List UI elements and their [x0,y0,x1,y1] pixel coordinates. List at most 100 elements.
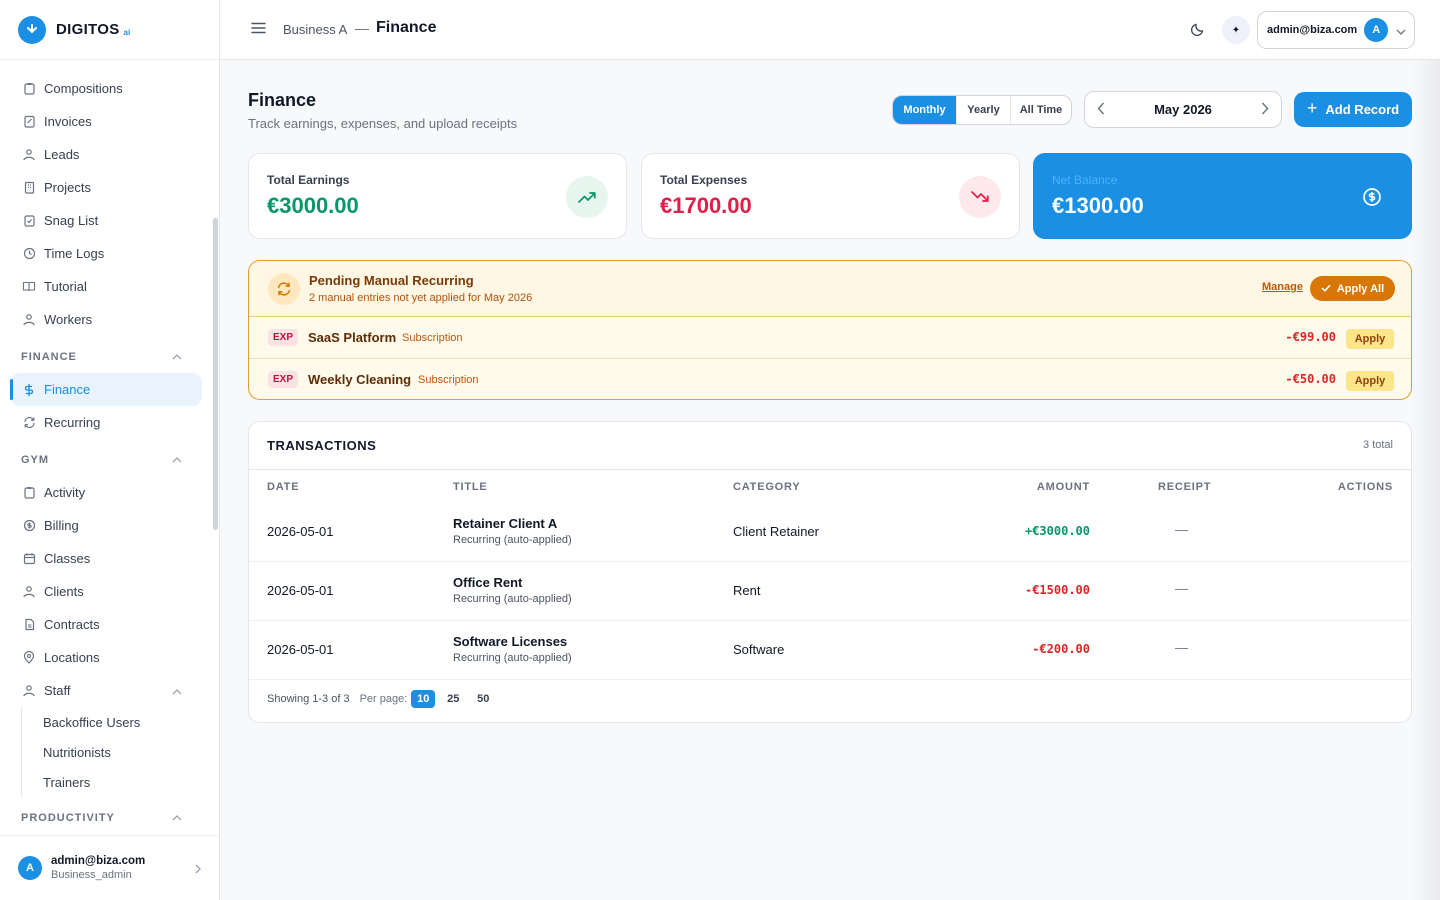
sparkle-icon[interactable]: ✦ [1222,16,1250,44]
sidebar-item-label: Leads [44,147,80,162]
section-label: PRODUCTIVITY [21,811,115,824]
brand-name: DIGITOS [56,21,120,38]
refresh-icon [22,416,36,430]
type-badge: EXP [268,371,299,388]
sidebar-item-contracts[interactable]: Contracts [0,608,210,641]
pending-header: Pending Manual Recurring 2 manual entrie… [249,261,1411,317]
card-total-expenses: Total Expenses €1700.00 [641,153,1020,239]
calendar-icon [22,552,36,566]
sidebar-item-label: Invoices [44,114,92,129]
pending-amount: -€50.00 [1285,372,1336,386]
period-yearly[interactable]: Yearly [956,96,1010,124]
table-header: DATE TITLE CATEGORY AMOUNT RECEIPT ACTIO… [249,470,1411,503]
sidebar-nav: Compositions Invoices Leads Projects Sna… [0,72,210,834]
sidebar-item-finance[interactable]: Finance [10,373,202,406]
sidebar-subitem-backoffice-users[interactable]: Backoffice Users [43,714,141,730]
row-date: 2026-05-01 [267,524,334,539]
sidebar-item-label: Recurring [44,415,101,430]
column-actions: ACTIONS [1337,481,1393,493]
table-row[interactable]: 2026-05-01 Retainer Client A Recurring (… [249,503,1411,562]
transactions-title: TRANSACTIONS [267,438,377,453]
breadcrumb-parent[interactable]: Business A [283,22,348,37]
trending-up-icon [566,176,608,218]
dollar-circle-icon [1351,176,1393,218]
chevron-right-icon[interactable] [1261,102,1269,118]
account-menu[interactable]: admin@biza.com A [1257,11,1415,49]
table-row[interactable]: 2026-05-01 Software Licenses Recurring (… [249,621,1411,680]
current-month[interactable]: May 2026 [1154,102,1212,117]
staff-label-wrap: Staff [22,683,71,698]
sidebar-item-tutorial[interactable]: Tutorial [0,270,210,303]
per-page-25[interactable]: 25 [447,693,460,705]
book-icon [22,280,36,294]
sidebar-item-locations[interactable]: Locations [0,641,210,674]
row-amount: -€200.00 [1032,642,1090,656]
transactions-panel: TRANSACTIONS 3 total DATE TITLE CATEGORY… [248,421,1412,723]
user-profile[interactable]: A admin@biza.com Business_admin [0,835,219,900]
pending-row: EXP SaaS Platform Subscription -€99.00 A… [249,317,1411,359]
sidebar-subitem-trainers[interactable]: Trainers [43,774,91,790]
brand[interactable]: DIGITOS ai [0,0,219,60]
sidebar-scrollbar[interactable] [213,218,218,530]
refresh-icon [268,273,300,305]
period-all-time[interactable]: All Time [1010,96,1071,124]
sidebar-item-staff[interactable]: Staff [0,674,210,707]
sidebar-item-workers[interactable]: Workers [0,303,210,336]
sidebar-item-label: Tutorial [44,279,87,294]
period-monthly[interactable]: Monthly [893,96,956,124]
pending-tag: Subscription [418,374,479,386]
user-email: admin@biza.com [51,855,146,867]
apply-button[interactable]: Apply [1346,371,1394,391]
dollar-icon [22,383,36,397]
manage-link[interactable]: Manage [1262,281,1303,293]
plus-icon: + [1306,98,1318,118]
sidebar-item-label: Staff [44,683,71,698]
moon-icon[interactable] [1190,21,1206,40]
sidebar-item-billing[interactable]: Billing [0,509,210,542]
sidebar-item-label: Snag List [44,213,99,228]
sidebar-item-projects[interactable]: Projects [0,171,210,204]
sidebar-item-recurring[interactable]: Recurring [0,406,210,439]
row-date: 2026-05-01 [267,583,334,598]
card-value: €3000.00 [267,193,359,218]
sidebar-item-clients[interactable]: Clients [0,575,210,608]
sidebar-item-snag-list[interactable]: Snag List [0,204,210,237]
row-receipt: — [1175,640,1188,655]
per-page-50[interactable]: 50 [477,693,490,705]
pending-tag: Subscription [402,332,463,344]
sidebar-item-label: Billing [44,518,79,533]
sidebar-item-time-logs[interactable]: Time Logs [0,237,210,270]
sidebar-item-activity[interactable]: Activity [0,476,210,509]
chevron-right-icon [195,862,201,877]
sidebar-item-leads[interactable]: Leads [0,138,210,171]
row-date: 2026-05-01 [267,642,334,657]
menu-icon[interactable] [251,22,266,37]
row-title: Retainer Client A [453,516,558,531]
section-productivity[interactable]: PRODUCTIVITY [0,801,210,834]
row-subtitle: Recurring (auto-applied) [453,534,572,546]
topbar: Business A — Finance ✦ admin@biza.com A [220,0,1440,60]
sidebar-item-invoices[interactable]: Invoices [0,105,210,138]
add-record-button[interactable]: + Add Record [1294,92,1412,127]
per-page-label: Per page: [359,693,408,705]
trending-down-icon [959,176,1001,218]
apply-all-button[interactable]: Apply All [1310,276,1395,301]
chevron-left-icon[interactable] [1097,102,1105,118]
check-icon [1321,283,1331,295]
section-finance[interactable]: FINANCE [0,340,210,373]
sidebar-item-classes[interactable]: Classes [0,542,210,575]
pending-title: Pending Manual Recurring [309,273,474,288]
month-navigator: May 2026 [1084,91,1282,128]
apply-button[interactable]: Apply [1346,329,1394,349]
sidebar-item-compositions[interactable]: Compositions [0,72,210,105]
table-row[interactable]: 2026-05-01 Office Rent Recurring (auto-a… [249,562,1411,621]
row-title: Software Licenses [453,634,568,649]
per-page-10[interactable]: 10 [411,690,436,708]
sidebar-subitem-nutritionists[interactable]: Nutritionists [43,744,111,760]
section-gym[interactable]: GYM [0,443,210,476]
row-subtitle: Recurring (auto-applied) [453,593,572,605]
edge-shadow [1412,60,1440,900]
building-icon [22,181,36,195]
clipboard-check-icon [22,214,36,228]
sidebar: DIGITOS ai Compositions Invoices Leads P… [0,0,220,900]
